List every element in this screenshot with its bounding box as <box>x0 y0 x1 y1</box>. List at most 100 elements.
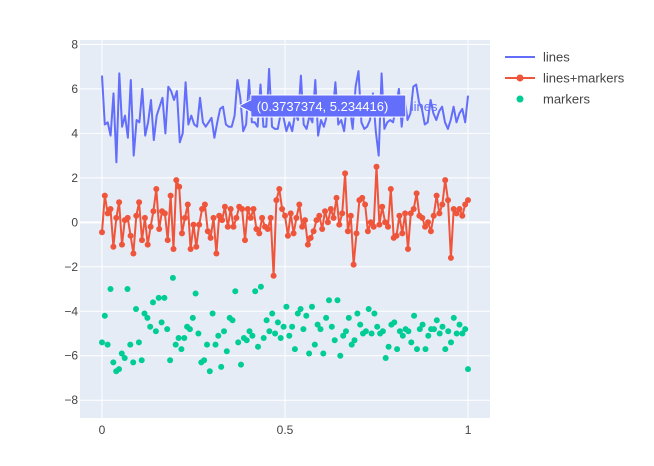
data-point[interactable] <box>99 229 105 236</box>
data-point[interactable] <box>324 219 331 226</box>
data-point[interactable] <box>184 201 191 208</box>
data-point[interactable] <box>280 323 287 330</box>
data-point[interactable] <box>327 206 334 212</box>
data-point[interactable] <box>402 210 409 217</box>
data-point[interactable] <box>247 214 254 221</box>
data-point[interactable] <box>354 310 361 317</box>
data-point[interactable] <box>136 199 143 206</box>
data-point[interactable] <box>391 319 398 326</box>
data-point[interactable] <box>253 226 260 232</box>
data-point[interactable] <box>422 346 429 353</box>
data-point[interactable] <box>172 341 179 348</box>
data-point[interactable] <box>204 228 211 235</box>
data-point[interactable] <box>130 250 137 257</box>
data-point[interactable] <box>238 361 244 368</box>
data-point[interactable] <box>250 206 257 212</box>
data-point[interactable] <box>282 212 288 219</box>
data-point[interactable] <box>368 330 375 337</box>
data-point[interactable] <box>223 348 230 355</box>
data-point[interactable] <box>306 350 313 357</box>
data-point[interactable] <box>331 337 338 344</box>
data-point[interactable] <box>259 214 266 221</box>
data-point[interactable] <box>453 330 460 337</box>
data-point[interactable] <box>272 330 279 337</box>
data-point[interactable] <box>462 201 469 208</box>
data-point[interactable] <box>314 321 321 328</box>
data-point[interactable] <box>133 212 140 219</box>
data-point[interactable] <box>442 177 449 184</box>
data-point[interactable] <box>459 330 466 337</box>
data-point[interactable] <box>233 214 240 221</box>
data-point[interactable] <box>141 214 148 221</box>
data-point[interactable] <box>379 328 386 335</box>
data-point[interactable] <box>266 328 273 335</box>
data-point[interactable] <box>101 192 108 199</box>
series-line[interactable] <box>101 67 469 164</box>
data-point[interactable] <box>427 228 434 235</box>
data-point[interactable] <box>405 246 411 252</box>
data-point[interactable] <box>133 306 139 312</box>
data-point[interactable] <box>212 341 219 348</box>
data-point[interactable] <box>462 326 469 333</box>
data-point[interactable] <box>290 230 297 237</box>
data-point[interactable] <box>252 288 259 295</box>
data-point[interactable] <box>196 221 203 228</box>
data-point[interactable] <box>260 335 267 341</box>
data-point[interactable] <box>207 234 214 241</box>
data-point[interactable] <box>316 212 323 219</box>
data-point[interactable] <box>445 328 452 335</box>
data-point[interactable] <box>116 199 123 206</box>
data-point[interactable] <box>408 339 415 346</box>
data-point[interactable] <box>206 368 213 375</box>
data-point[interactable] <box>187 246 194 252</box>
data-point[interactable] <box>382 355 389 361</box>
data-point[interactable] <box>113 214 120 221</box>
data-point[interactable] <box>101 312 108 319</box>
data-point[interactable] <box>304 241 311 248</box>
data-point[interactable] <box>385 343 392 350</box>
data-point[interactable] <box>310 228 317 235</box>
data-point[interactable] <box>436 330 443 337</box>
data-point[interactable] <box>224 223 231 230</box>
data-point[interactable] <box>362 201 369 208</box>
data-point[interactable] <box>425 219 431 226</box>
data-point[interactable] <box>376 221 383 228</box>
data-point[interactable] <box>399 332 406 339</box>
data-point[interactable] <box>407 210 414 217</box>
data-point[interactable] <box>283 303 290 310</box>
data-point[interactable] <box>433 317 440 324</box>
data-point[interactable] <box>110 359 117 366</box>
data-point[interactable] <box>416 326 423 333</box>
data-point[interactable] <box>216 212 223 219</box>
data-point[interactable] <box>382 219 389 226</box>
data-point[interactable] <box>433 192 440 199</box>
data-point[interactable] <box>267 214 274 221</box>
data-point[interactable] <box>359 194 366 201</box>
data-point[interactable] <box>141 310 148 317</box>
data-point[interactable] <box>450 206 457 212</box>
data-point[interactable] <box>289 323 296 330</box>
data-point[interactable] <box>307 234 314 241</box>
data-point[interactable] <box>181 214 188 221</box>
data-point[interactable] <box>303 312 310 319</box>
data-point[interactable] <box>210 214 217 221</box>
data-point[interactable] <box>350 261 357 268</box>
data-point[interactable] <box>422 223 429 230</box>
data-point[interactable] <box>110 243 117 250</box>
data-point[interactable] <box>299 223 306 230</box>
data-point[interactable] <box>246 328 253 335</box>
data-point[interactable] <box>121 355 128 361</box>
data-point[interactable] <box>176 183 183 190</box>
data-point[interactable] <box>447 254 454 261</box>
data-point[interactable] <box>425 332 432 339</box>
data-point[interactable] <box>396 328 403 335</box>
data-point[interactable] <box>119 241 125 248</box>
data-point[interactable] <box>195 330 202 337</box>
data-point[interactable] <box>235 339 242 346</box>
data-point[interactable] <box>124 286 131 292</box>
data-point[interactable] <box>351 337 358 344</box>
data-point[interactable] <box>374 323 381 330</box>
data-point[interactable] <box>204 341 210 348</box>
data-point[interactable] <box>342 170 349 177</box>
data-point[interactable] <box>164 237 171 244</box>
